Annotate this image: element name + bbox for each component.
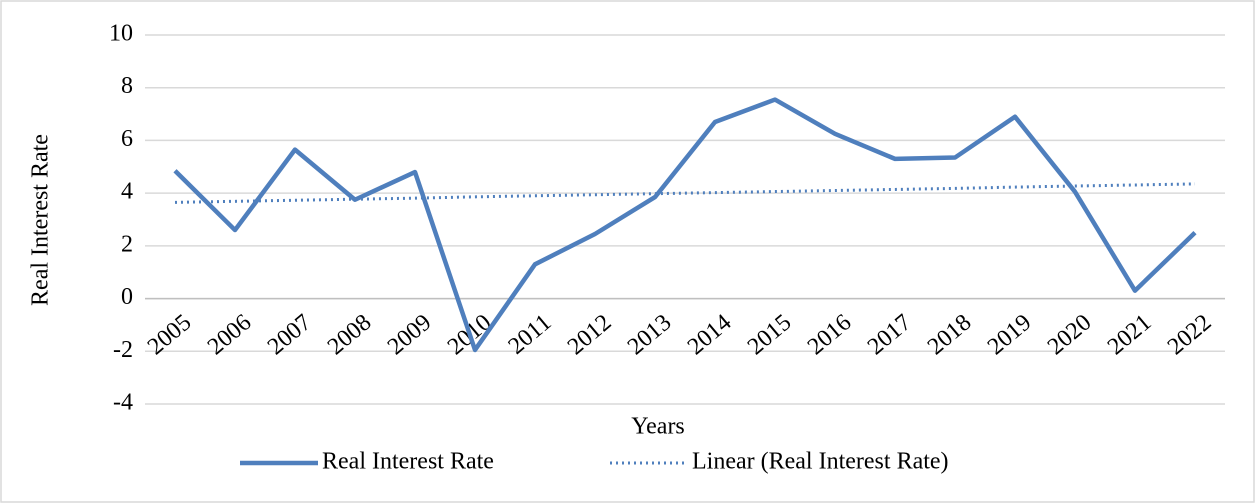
legend-label: Real Interest Rate xyxy=(322,449,494,475)
y-tick-label: 10 xyxy=(109,21,133,47)
trend-line xyxy=(174,182,1196,204)
y-tick-label: -2 xyxy=(113,337,133,363)
y-tick-label: 6 xyxy=(121,126,133,152)
y-tick-label: 2 xyxy=(121,231,133,257)
x-axis-title: Years xyxy=(631,414,685,440)
y-tick-label: 8 xyxy=(121,73,133,99)
y-tick-label: 4 xyxy=(121,179,133,205)
legend-label: Linear (Real Interest Rate) xyxy=(692,449,949,475)
data-line xyxy=(173,97,1197,353)
y-tick-label: 0 xyxy=(121,284,133,310)
y-tick-label: -4 xyxy=(113,390,133,416)
y-axis-title: Real Interest Rate xyxy=(28,134,54,306)
